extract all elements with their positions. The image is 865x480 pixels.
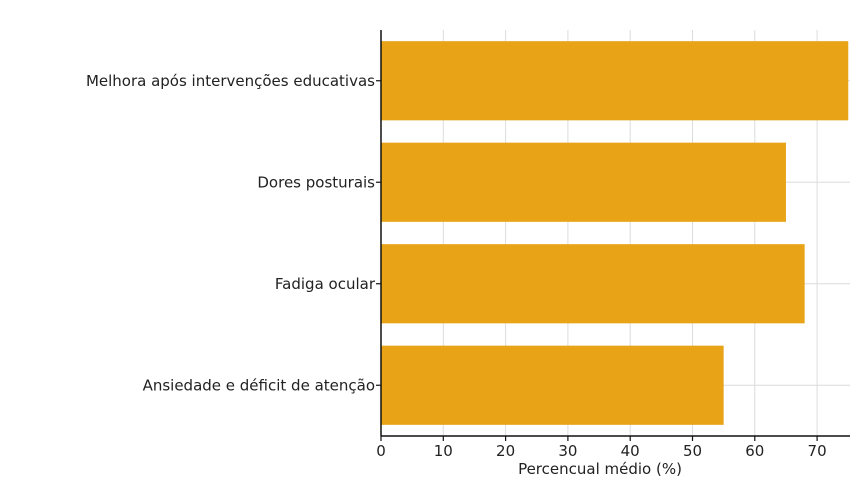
category-label: Ansiedade e déficit de atenção <box>143 376 375 394</box>
bar <box>381 41 849 121</box>
x-tick-labels: 0 10 20 30 40 50 60 70 <box>376 436 827 460</box>
x-tick-label: 10 <box>434 442 453 460</box>
x-tick-label: 20 <box>496 442 515 460</box>
x-axis-title: Percencual médio (%) <box>518 460 682 478</box>
category-labels: Melhora após intervenções educativas Dore… <box>86 72 381 394</box>
bar <box>381 345 724 425</box>
x-tick-label: 30 <box>558 442 577 460</box>
category-label: Fadiga ocular <box>275 275 376 293</box>
x-tick-label: 70 <box>808 442 827 460</box>
x-tick-label: 0 <box>376 442 386 460</box>
category-label: Melhora após intervenções educativas <box>86 72 375 90</box>
x-tick-label: 40 <box>621 442 640 460</box>
bar <box>381 142 786 222</box>
bar <box>381 244 805 324</box>
x-tick-label: 50 <box>683 442 702 460</box>
x-tick-label: 60 <box>745 442 764 460</box>
category-label: Dores posturais <box>257 173 375 191</box>
bars <box>381 41 849 425</box>
axes <box>380 30 850 437</box>
